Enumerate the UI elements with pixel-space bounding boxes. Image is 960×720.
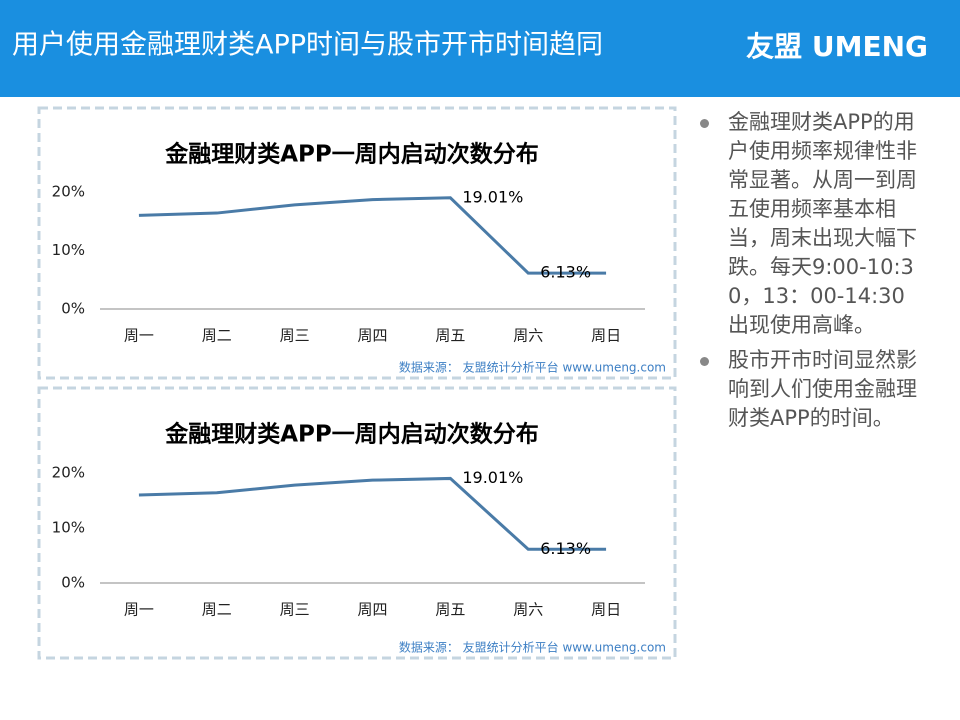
x-tick-label: 周一 <box>124 601 154 619</box>
series-line <box>138 196 607 275</box>
x-tick-label: 周二 <box>202 601 232 619</box>
y-tick-label: 10% <box>52 519 85 537</box>
chart-frame <box>37 106 677 380</box>
x-tick-label: 周四 <box>357 601 387 619</box>
data-label: 6.13% <box>540 539 591 558</box>
x-tick-label: 周五 <box>435 327 465 345</box>
x-tick-label: 周二 <box>202 327 232 345</box>
header-bar <box>0 0 960 97</box>
header-title: 用户使用金融理财类APP时间与股市开市时间趋同 <box>12 30 603 61</box>
x-tick-label: 周六 <box>513 601 543 619</box>
x-tick-label: 周四 <box>357 327 387 345</box>
data-label: 19.01% <box>462 187 523 206</box>
y-tick-label: 10% <box>52 241 85 259</box>
bullet: 金融理财类APP的用户使用频率规律性非常显著。从周一到周五使用频率基本相当，周末… <box>700 108 924 340</box>
series-line <box>138 476 607 551</box>
y-tick-label: 20% <box>52 183 85 201</box>
data-label: 6.13% <box>540 263 591 282</box>
y-tick-label: 20% <box>52 464 85 482</box>
x-tick-label: 周日 <box>591 601 621 619</box>
bullets: 金融理财类APP的用户使用频率规律性非常显著。从周一到周五使用频率基本相当，周末… <box>700 108 930 439</box>
data-label: 19.01% <box>462 468 523 487</box>
logo: 友盟 UMENG <box>746 30 928 63</box>
x-tick-label: 周三 <box>280 601 310 619</box>
x-tick-label: 周五 <box>435 601 465 619</box>
x-tick-label: 周三 <box>280 327 310 345</box>
y-tick-label: 0% <box>61 300 85 318</box>
x-tick-label: 周日 <box>591 327 621 345</box>
bullet: 股市开市时间显然影响到人们使用金融理财类APP的时间。 <box>700 346 924 433</box>
x-tick-label: 周一 <box>124 327 154 345</box>
source: 数据来源： 友盟统计分析平台 www.umeng.com <box>399 360 666 375</box>
y-tick-label: 0% <box>61 574 85 592</box>
chart-title: 金融理财类APP一周内启动次数分布 <box>164 421 539 448</box>
x-tick-label: 周六 <box>513 327 543 345</box>
chart-title: 金融理财类APP一周内启动次数分布 <box>164 141 539 168</box>
chart-frame <box>37 386 677 660</box>
source: 数据来源： 友盟统计分析平台 www.umeng.com <box>399 640 666 655</box>
